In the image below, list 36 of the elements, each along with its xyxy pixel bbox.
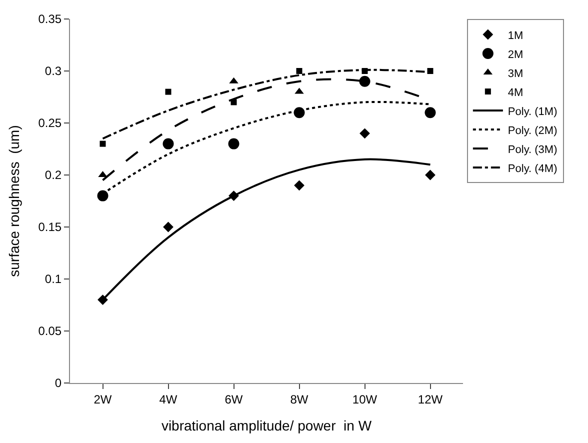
y-tick-label: 0.35 <box>38 12 62 26</box>
legend-label: 2M <box>508 48 524 61</box>
legend-label: Poly. (2M) <box>508 124 558 137</box>
x-tick-label: 12W <box>418 392 444 406</box>
y-tick-label: 0.25 <box>38 116 62 130</box>
legend-label: Poly. (1M) <box>508 106 558 118</box>
y-tick-label: 0.2 <box>44 168 62 182</box>
point <box>97 190 108 202</box>
point <box>165 88 172 95</box>
y-tick-label: 0 <box>54 376 62 390</box>
point <box>163 222 174 232</box>
y-axis-title: surface roughness (um) <box>6 125 22 277</box>
point <box>228 138 240 150</box>
x-tick-label: 4W <box>159 392 178 406</box>
point <box>424 107 436 118</box>
legend-label: 1M <box>508 30 524 42</box>
x-tick-label: 6W <box>224 392 244 406</box>
legend-label: 3M <box>508 68 524 80</box>
legend-label: Poly. (3M) <box>508 144 558 156</box>
y-tick-label: 0.15 <box>38 220 62 234</box>
y-tick-label: 0.05 <box>38 324 62 338</box>
point <box>360 128 370 139</box>
point <box>296 68 302 74</box>
point <box>294 180 304 191</box>
x-tick-label: 10W <box>352 392 378 406</box>
x-axis-title: vibrational amplitude/ power in W <box>161 418 372 434</box>
y-tick-label: 0.3 <box>44 64 62 78</box>
point <box>425 170 436 180</box>
y-tick-label: 0.1 <box>44 272 62 286</box>
point <box>359 76 370 87</box>
point <box>162 138 174 150</box>
legend-label: 4M <box>508 86 524 99</box>
x-tick-label: 2W <box>94 392 112 406</box>
legend-label: Poly. (4M) <box>508 162 558 175</box>
point <box>100 140 106 147</box>
x-tick-label: 8W <box>290 392 309 406</box>
